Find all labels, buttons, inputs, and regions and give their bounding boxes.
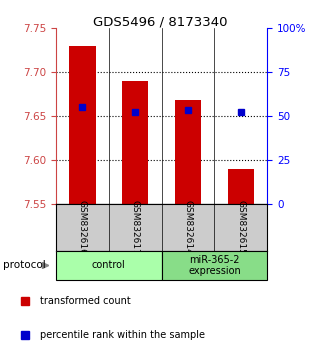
Text: control: control <box>92 261 126 270</box>
Text: GSM832614: GSM832614 <box>183 200 193 255</box>
Text: transformed count: transformed count <box>40 296 131 306</box>
Text: GSM832615: GSM832615 <box>236 200 245 255</box>
Text: GSM832616: GSM832616 <box>78 200 87 255</box>
Bar <box>162 251 267 280</box>
Text: percentile rank within the sample: percentile rank within the sample <box>40 330 205 339</box>
Text: miR-365-2
expression: miR-365-2 expression <box>188 255 241 276</box>
Bar <box>175 100 201 204</box>
Bar <box>69 46 96 204</box>
Text: GDS5496 / 8173340: GDS5496 / 8173340 <box>93 16 227 29</box>
Text: GSM832617: GSM832617 <box>131 200 140 255</box>
Bar <box>122 81 148 204</box>
Bar <box>228 169 254 204</box>
Text: protocol: protocol <box>3 261 46 270</box>
Bar <box>56 251 162 280</box>
